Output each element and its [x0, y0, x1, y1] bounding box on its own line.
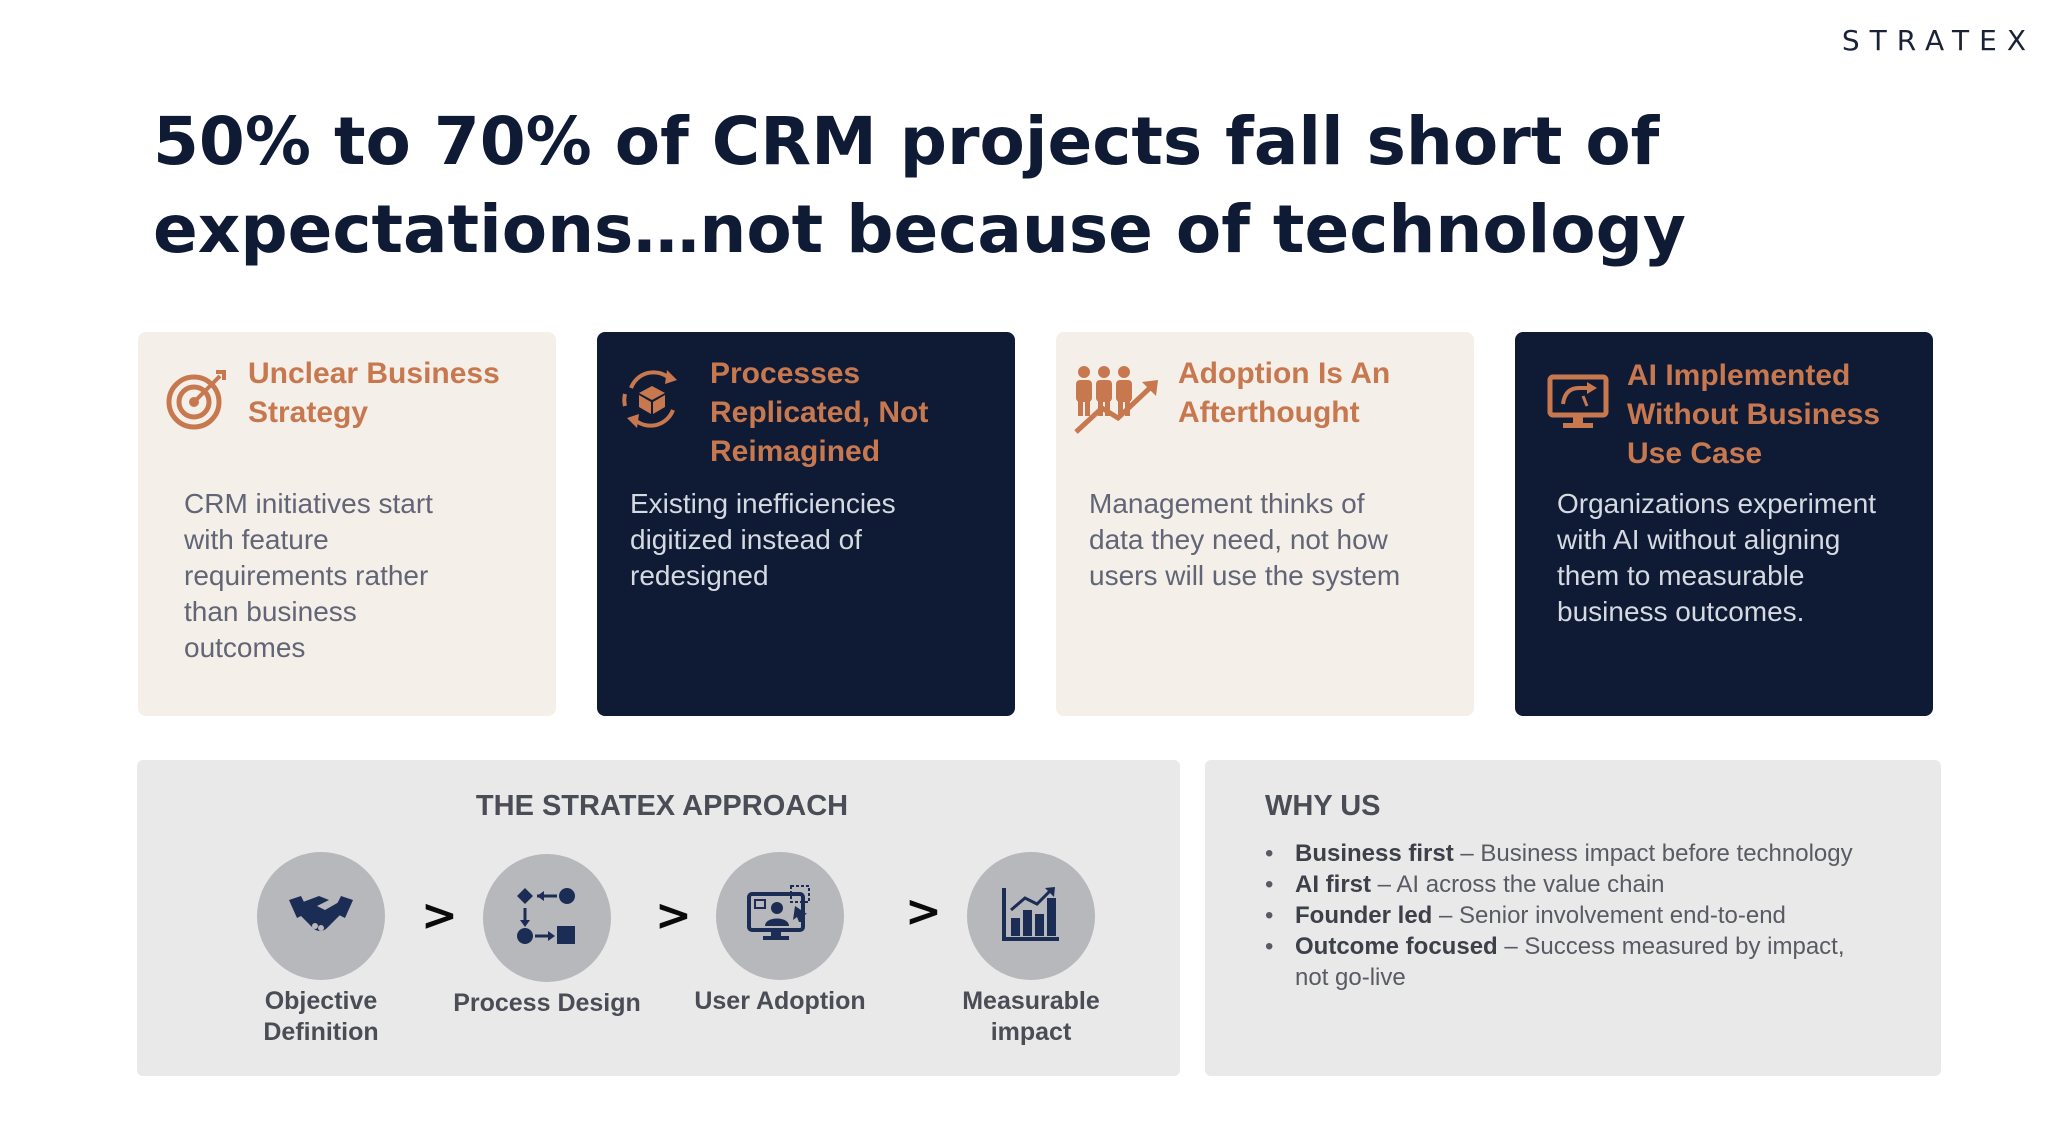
- step-circle: [967, 852, 1095, 980]
- card-title: Unclear Business Strategy: [248, 357, 500, 429]
- step-label: User Adoption: [694, 987, 866, 1015]
- step-label: Objective Definition: [263, 987, 379, 1046]
- list-item-text: – Business impact before technology: [1453, 840, 1853, 867]
- list-item-bold: Business first: [1295, 840, 1454, 867]
- card-title: Adoption Is An Afterthought: [1178, 357, 1391, 429]
- list-item-bold: Founder led: [1295, 902, 1433, 929]
- step-user-adoption: User Adoption: [680, 852, 880, 1017]
- card-body: Organizations experiment with AI without…: [1557, 488, 1877, 627]
- monitor-ai-icon: [1547, 374, 1609, 435]
- target-icon: [166, 366, 230, 435]
- list-item-bold: AI first: [1295, 871, 1372, 898]
- handshake-icon: [289, 892, 353, 941]
- list-item-text: – AI across the value chain: [1371, 871, 1665, 898]
- bar-chart-icon: [1001, 886, 1061, 947]
- card-processes-replicated: Processes Replicated, Not Reimagined Exi…: [597, 332, 1015, 716]
- step-label: Process Design: [453, 989, 641, 1017]
- box-cycle-icon: [619, 366, 685, 437]
- list-item-bold: Outcome focused: [1295, 933, 1498, 960]
- step-circle: [716, 852, 844, 980]
- card-unclear-business-strategy: Unclear Business Strategy CRM initiative…: [138, 332, 556, 716]
- step-process-design: Process Design: [447, 854, 647, 1019]
- card-title: AI Implemented Without Business Use Case: [1627, 359, 1881, 470]
- step-circle: [483, 854, 611, 982]
- card-body: Existing inefficiencies digitized instea…: [630, 488, 896, 591]
- list-item: AI first – AI across the value chain: [1265, 869, 1865, 900]
- list-item-text: – Senior involvement end-to-end: [1432, 902, 1786, 929]
- card-title: Processes Replicated, Not Reimagined: [710, 357, 929, 468]
- people-growth-icon: [1072, 364, 1160, 441]
- step-separator: >: [655, 890, 692, 941]
- card-body: Management thinks of data they need, not…: [1089, 488, 1401, 591]
- why-us-title: WHY US: [1265, 790, 1381, 822]
- step-label: Measurable impact: [962, 987, 1100, 1046]
- step-separator: >: [421, 890, 458, 941]
- approach-title: THE STRATEX APPROACH: [475, 790, 849, 822]
- page-title: 50% to 70% of CRM projects fall short of…: [153, 103, 1686, 268]
- card-body: CRM initiatives start with feature requi…: [184, 488, 433, 663]
- list-item: Business first – Business impact before …: [1265, 838, 1865, 869]
- step-objective-definition: Objective Definition: [221, 852, 421, 1048]
- list-item: Outcome focused – Success measured by im…: [1265, 931, 1865, 993]
- approach-panel: THE STRATEX APPROACH Objective Definitio…: [137, 760, 1180, 1076]
- why-us-panel: WHY US Business first – Business impact …: [1205, 760, 1941, 1076]
- why-us-list: Business first – Business impact before …: [1265, 838, 1865, 993]
- card-ai-implemented: AI Implemented Without Business Use Case…: [1515, 332, 1933, 716]
- brand-logo: STRATEX: [1841, 24, 2036, 57]
- user-screen-icon: [747, 884, 813, 949]
- list-item-text: – Success measured by impact, not go-liv…: [1295, 933, 1845, 991]
- process-flow-icon: [517, 886, 577, 951]
- step-circle: [257, 852, 385, 980]
- list-item: Founder led – Senior involvement end-to-…: [1265, 900, 1865, 931]
- step-measurable-impact: Measurable impact: [931, 852, 1131, 1048]
- step-separator: >: [905, 886, 942, 937]
- card-adoption-afterthought: Adoption Is An Afterthought Management t…: [1056, 332, 1474, 716]
